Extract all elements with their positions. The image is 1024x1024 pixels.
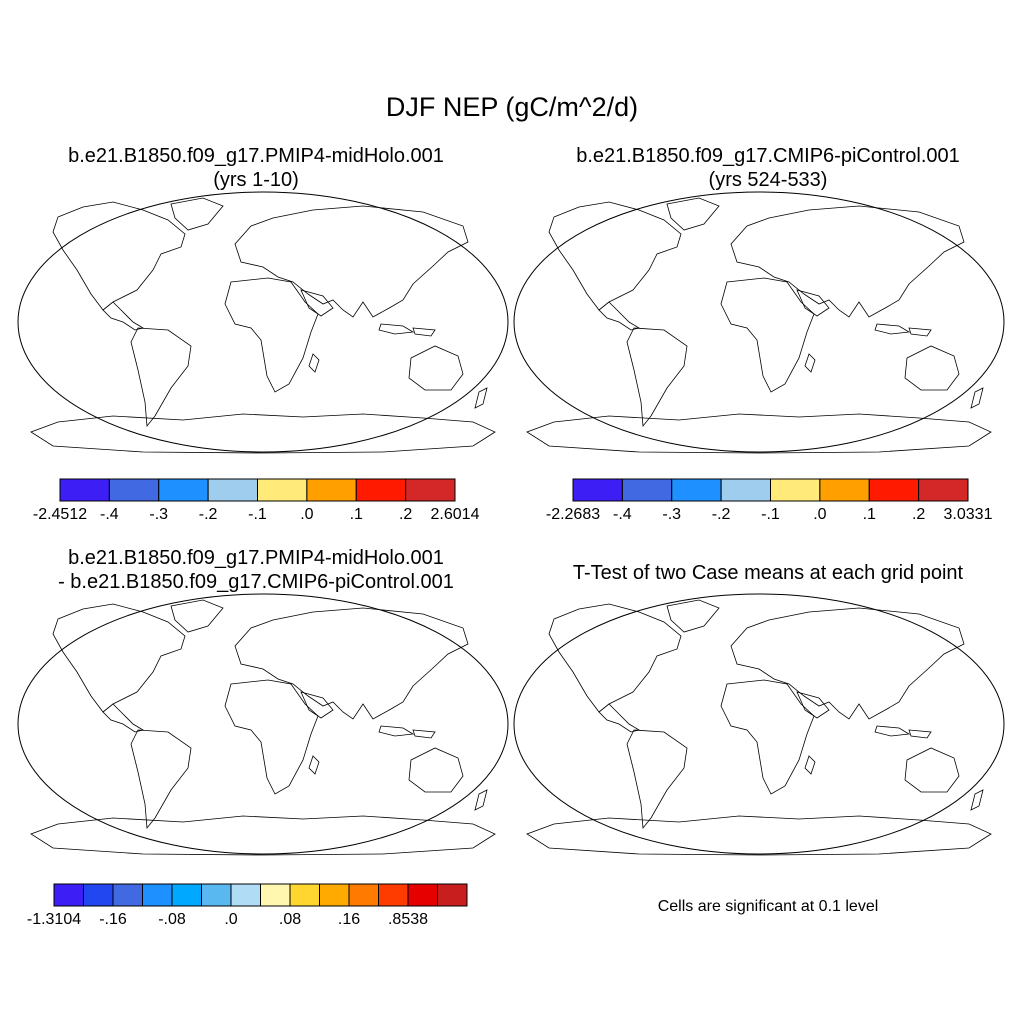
map-panel-1 [17,191,509,454]
panel-2-title: b.e21.B1850.f09_g17.CMIP6-piControl.001 … [512,144,1024,192]
colorbar-box [621,478,673,502]
colorbar-box [171,883,202,907]
colorbar-box [289,883,320,907]
colorbar-panel-2: -2.2683 -.4 -.3 -.2 -.1 .0 .1 .2 3.0331 [546,478,993,523]
colorbar-box [378,883,409,907]
panel-1-title-line2: (yrs 1-10) [213,169,299,191]
colorbar-panel-1: -2.4512 -.4 -.3 -.2 -.1 .0 .1 .2 2.6014 [33,478,480,523]
colorbar-tick-label: .08 [279,911,301,928]
colorbar-tick-label: 2.6014 [431,506,480,523]
panel-3-title-line1: b.e21.B1850.f09_g17.PMIP4-midHolo.001 [68,547,444,569]
colorbar-box [819,478,870,502]
panel-2-title-line2: (yrs 524-533) [708,169,828,191]
colorbar-box [720,478,771,502]
map-panel-4 [513,593,1005,856]
colorbar-tick-label: -2.4512 [33,506,87,523]
colorbar-tick-label: -.4 [613,506,632,523]
colorbar-box [437,883,468,907]
colorbar-box [112,883,143,907]
colorbar-tick-label: -.1 [761,506,780,523]
colorbar-box [59,478,110,502]
panel-3-title: b.e21.B1850.f09_g17.PMIP4-midHolo.001 - … [0,546,512,594]
colorbar-tick-label: -.2 [712,506,731,523]
panel-2-title-line1: b.e21.B1850.f09_g17.CMIP6-piControl.001 [576,145,960,167]
colorbar-tick-label: .16 [338,911,360,928]
colorbar-tick-label: .2 [912,506,925,523]
colorbar-box [230,883,261,907]
colorbar-tick-label: .8538 [388,911,428,928]
colorbar-box [405,478,456,502]
panel-1-title: b.e21.B1850.f09_g17.PMIP4-midHolo.001 (y… [0,144,512,192]
panel-3-title-line2: - b.e21.B1850.f09_g17.CMIP6-piControl.00… [58,571,454,593]
colorbar-box [918,478,969,502]
colorbar-tick-label: .2 [399,506,412,523]
colorbar-tick-label: -.16 [99,911,127,928]
colorbar-box [407,883,438,907]
colorbar-box [158,478,209,502]
colorbar-box [207,478,258,502]
colorbar-box [142,883,173,907]
colorbar-tick-label: .0 [300,506,313,523]
colorbar-box [770,478,821,502]
panel-4-title: T-Test of two Case means at each grid po… [572,562,964,584]
colorbar-tick-label: .0 [813,506,826,523]
colorbar-tick-label: .0 [224,911,237,928]
colorbar-tick-label: -.3 [662,506,681,523]
colorbar-panel-3: -1.3104 -.16 -.08 .0 .08 .16 .8538 [27,883,468,928]
colorbar-tick-label: -1.3104 [27,911,81,928]
colorbar-box [355,478,407,502]
colorbar-box [108,478,160,502]
colorbar-tick-label: -.08 [158,911,186,928]
colorbar-box [260,883,291,907]
colorbar-box [868,478,920,502]
colorbar-tick-label: -.4 [100,506,119,523]
colorbar-box [572,478,623,502]
colorbar-box [671,478,722,502]
colorbar-box [348,883,379,907]
colorbar-box [53,883,84,907]
colorbar-tick-label: .1 [863,506,876,523]
colorbar-box [306,478,357,502]
colorbar-box [257,478,308,502]
colorbar-tick-label: -.3 [149,506,168,523]
figure-title: DJF NEP (gC/m^2/d) [385,92,639,122]
panel-1-title-line1: b.e21.B1850.f09_g17.PMIP4-midHolo.001 [68,145,444,167]
colorbar-tick-label: -.2 [199,506,218,523]
colorbar-tick-label: -2.2683 [546,506,600,523]
panel-4-significance-note: Cells are significant at 0.1 level [657,898,879,915]
colorbar-tick-label: 3.0331 [944,506,993,523]
map-panel-2 [513,191,1005,454]
colorbar-tick-label: .1 [350,506,363,523]
colorbar-box [201,883,232,907]
map-panel-3 [17,593,509,856]
colorbar-tick-label: -.1 [248,506,267,523]
colorbar-box [319,883,350,907]
colorbar-box [83,883,114,907]
